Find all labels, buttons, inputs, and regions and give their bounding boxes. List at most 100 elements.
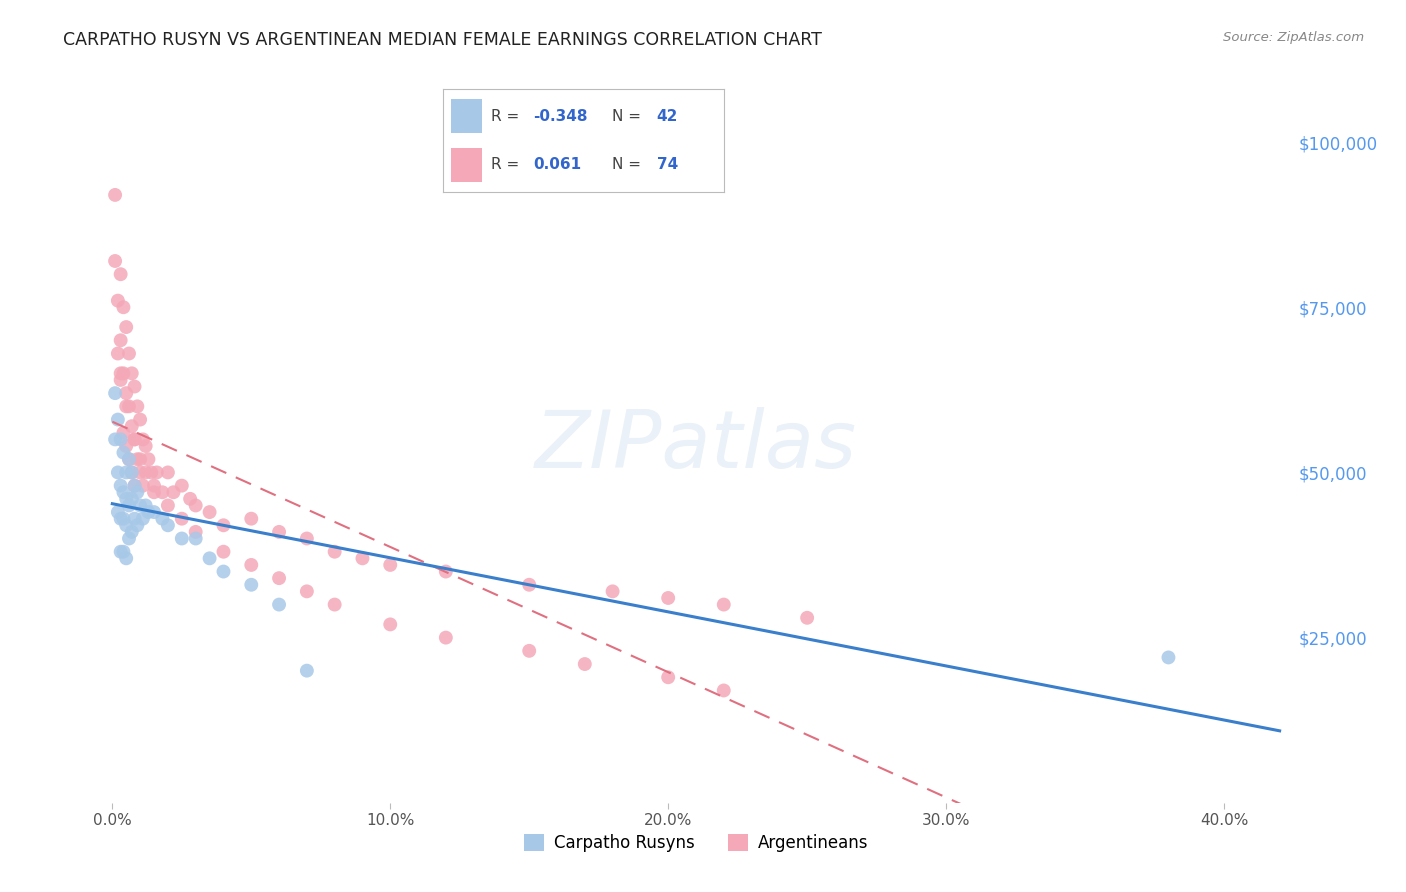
Point [170,511,193,525]
Point [212,518,235,533]
Point [143,485,166,500]
Point [115,491,138,506]
Point [124,379,146,393]
Point [434,565,457,579]
Point [212,565,235,579]
Text: CARPATHO RUSYN VS ARGENTINEAN MEDIAN FEMALE EARNINGS CORRELATION CHART: CARPATHO RUSYN VS ARGENTINEAN MEDIAN FEM… [63,31,823,49]
Point [170,478,193,492]
Point [184,532,207,546]
Point [713,598,735,612]
Point [170,532,193,546]
Point [112,445,135,459]
Point [143,478,166,492]
Point [107,466,129,480]
Point [112,367,135,381]
Point [657,591,679,605]
Point [124,478,146,492]
Point [121,524,143,539]
Point [295,532,318,546]
Point [267,571,290,585]
Point [156,466,179,480]
Point [352,551,374,566]
Point [295,664,318,678]
Point [104,254,127,268]
Point [132,478,155,492]
Point [112,425,135,440]
Point [198,505,221,519]
Point [115,386,138,401]
Point [112,300,135,314]
Point [179,491,201,506]
Point [657,670,679,684]
Point [156,518,179,533]
Point [118,400,141,414]
Point [110,545,132,559]
Point [1157,650,1180,665]
Text: N =: N = [612,109,645,124]
Point [115,518,138,533]
Point [107,505,129,519]
Point [124,511,146,525]
Point [118,499,141,513]
Point [212,545,235,559]
Point [295,584,318,599]
Point [267,524,290,539]
Point [107,346,129,360]
Point [240,558,263,572]
Point [150,485,173,500]
Point [107,293,129,308]
Point [107,412,129,426]
Point [124,478,146,492]
Point [112,545,135,559]
Point [129,452,152,467]
Point [129,499,152,513]
Point [110,333,132,347]
Point [110,367,132,381]
Point [156,499,179,513]
Point [184,499,207,513]
Point [127,485,149,500]
Legend: Carpatho Rusyns, Argentineans: Carpatho Rusyns, Argentineans [517,827,875,859]
Point [574,657,596,671]
Text: R =: R = [491,109,524,124]
Point [118,452,141,467]
Point [124,433,146,447]
Text: 0.061: 0.061 [533,157,581,172]
Point [796,611,818,625]
Point [112,511,135,525]
Point [127,452,149,467]
Point [135,499,157,513]
Point [121,466,143,480]
Point [146,466,169,480]
Bar [451,148,482,181]
Point [115,551,138,566]
Point [110,433,132,447]
Point [110,373,132,387]
Point [118,452,141,467]
Point [121,367,143,381]
Point [110,478,132,492]
Point [517,578,540,592]
Point [135,439,157,453]
Point [135,466,157,480]
Point [143,505,166,519]
Text: 42: 42 [657,109,678,124]
Point [104,433,127,447]
Point [240,578,263,592]
Point [121,466,143,480]
Point [380,617,402,632]
Text: -0.348: -0.348 [533,109,588,124]
Point [138,452,160,467]
Point [323,598,346,612]
Point [118,346,141,360]
Point [121,419,143,434]
Point [267,598,290,612]
Point [118,532,141,546]
Text: ZIPatlas: ZIPatlas [534,407,858,485]
Point [138,505,160,519]
Point [104,188,127,202]
Point [434,631,457,645]
Point [127,518,149,533]
Point [115,466,138,480]
Point [104,386,127,401]
